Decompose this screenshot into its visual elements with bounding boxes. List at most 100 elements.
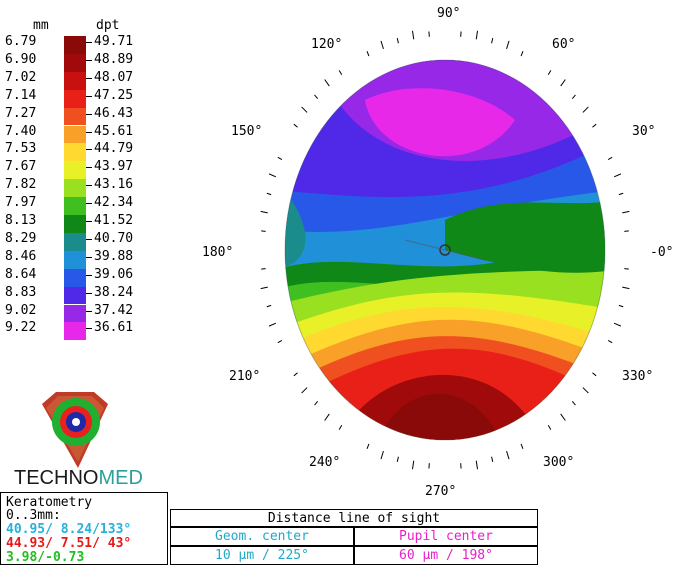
scale-tick (86, 292, 92, 294)
angle-tick (338, 425, 343, 430)
pupil-center-value: 60 µm / 198° (354, 546, 538, 565)
angle-tick (547, 70, 552, 75)
scale-mm-value: 7.40 (5, 123, 37, 139)
angle-tick (380, 450, 384, 460)
angle-tick (324, 79, 330, 87)
brand-left: TECHNO (14, 467, 99, 489)
scale-dpt-value: 36.61 (94, 320, 134, 336)
dpt-header: dpt (96, 18, 120, 33)
angle-tick (380, 40, 384, 50)
angle-tick (314, 94, 319, 100)
scale-swatch (64, 197, 86, 215)
angle-tick (475, 30, 479, 40)
angle-tick (506, 450, 510, 460)
scale-mm-value: 6.79 (5, 34, 37, 49)
angle-tick (293, 123, 298, 128)
scale-swatch (64, 89, 86, 108)
angle-tick (618, 304, 624, 308)
angle-tick (396, 38, 399, 44)
scale-dpt-value: 46.43 (94, 105, 134, 121)
keratometry-title: Keratometry (6, 495, 93, 510)
angle-label-210: 210° (229, 369, 261, 384)
scale-dpt-value: 44.79 (94, 141, 134, 157)
angle-tick (266, 192, 272, 196)
scale-mm-value: 8.29 (5, 230, 37, 246)
angle-tick (293, 372, 298, 377)
angle-tick (607, 156, 613, 160)
scale-dpt-value: 45.61 (94, 123, 134, 139)
scale-swatch (64, 125, 86, 144)
scale-swatch (64, 322, 86, 341)
angle-tick (396, 456, 399, 462)
scale-dpt-value: 37.42 (94, 302, 134, 318)
angle-tick (491, 456, 494, 462)
keratometry-astigmatism: 3.98/-0.73 (6, 550, 85, 565)
scale-swatch (64, 304, 86, 323)
angle-label-60: 60° (552, 37, 576, 52)
center-line (404, 239, 486, 261)
scale-dpt-value: 43.97 (94, 159, 134, 175)
angle-tick (560, 413, 566, 421)
band-teal (285, 180, 306, 270)
scale-mm-value: 8.46 (5, 248, 37, 264)
scale-dpt-value: 48.07 (94, 69, 134, 85)
angle-tick (622, 286, 630, 290)
angle-label-180: 180° (202, 245, 234, 260)
scale-dpt-value: 39.06 (94, 266, 134, 282)
angle-tick (314, 400, 319, 406)
angle-tick (366, 443, 370, 449)
center-marker (439, 244, 451, 256)
angle-tick (520, 51, 524, 57)
scale-dpt-value: 42.34 (94, 195, 134, 211)
angle-tick (260, 286, 268, 290)
angle-tick (582, 387, 589, 394)
angle-tick (268, 173, 277, 178)
angle-tick (277, 340, 283, 344)
scale-mm-value: 6.90 (5, 51, 37, 67)
scale-mm-value: 7.53 (5, 141, 37, 157)
scale-tick (86, 59, 92, 61)
scale-swatch (64, 286, 86, 305)
technomed-logo (42, 392, 108, 468)
angle-label-270: 270° (425, 484, 457, 499)
scale-mm-value: 8.83 (5, 284, 37, 300)
scale-dpt-value: 49.71 (94, 34, 134, 49)
angle-tick (491, 38, 494, 44)
angle-tick (613, 322, 622, 327)
pupil-center-label: Pupil center (354, 527, 538, 546)
angle-tick (301, 387, 308, 394)
angle-tick (571, 94, 576, 100)
scale-tick (86, 77, 92, 79)
scale-mm-value: 9.22 (5, 320, 37, 336)
scale-tick (86, 221, 92, 222)
angle-tick (582, 106, 589, 113)
mm-header: mm (33, 18, 49, 33)
cornea-outline (284, 59, 606, 441)
scale-mm-value: 7.02 (5, 69, 37, 85)
scale-swatch (64, 215, 86, 233)
scale-tick (86, 203, 92, 205)
scale-swatch (64, 143, 86, 162)
keratometry-steep-k: 44.93/ 7.51/ 43° (6, 536, 132, 551)
scale-dpt-value: 43.16 (94, 177, 134, 193)
scale-tick (86, 185, 92, 187)
angle-tick (366, 51, 370, 57)
angle-tick (266, 304, 272, 308)
scale-tick (86, 328, 92, 330)
scale-swatch (64, 179, 86, 198)
angle-tick (571, 400, 576, 406)
scale-mm-value: 7.67 (5, 159, 37, 175)
angle-label-30: 30° (632, 124, 656, 139)
angle-label-150: 150° (231, 124, 263, 139)
scale-swatch (64, 161, 86, 180)
scale-tick (86, 149, 92, 151)
distance-title: Distance line of sight (170, 509, 538, 527)
keratometry-zone: 0..3mm: (6, 508, 61, 523)
angle-tick (324, 413, 330, 421)
brand-right: MED (98, 467, 143, 489)
scale-tick (86, 167, 92, 169)
angle-tick (520, 443, 524, 449)
angle-tick (411, 460, 415, 470)
scale-tick (86, 95, 92, 97)
scale-dpt-value: 38.24 (94, 284, 134, 300)
